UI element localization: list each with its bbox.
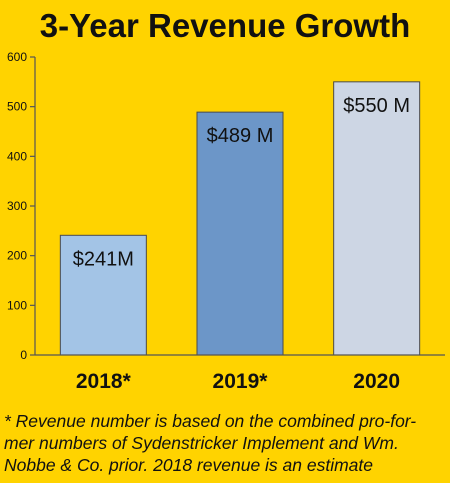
y-tick-label: 0 [20,348,27,362]
data-label: $241M [73,248,134,270]
bar-2018 [59,234,147,356]
y-tick-label: 100 [7,298,27,312]
y-tick-label: 500 [7,100,27,114]
data-label: $489 M [207,125,274,147]
y-tick-label: 200 [7,249,27,263]
x-tick-label: 2020 [353,370,400,393]
footnote: * Revenue number is based on the combine… [4,411,417,475]
data-label: $550 M [343,95,410,117]
bars [59,81,421,356]
x-tick-label: 2019* [213,370,269,393]
data-labels: $241M $489 M $550 M [73,95,410,270]
chart-title: 3-Year Revenue Growth [39,7,411,44]
y-tick-label: 400 [7,149,27,163]
x-tick-label: 2018* [76,370,132,393]
x-axis: 2018* 2019* 2020 [35,354,445,393]
bar-chart: 0 100 200 300 400 500 600 $241M $489 M $550 M 20… [7,50,445,393]
bar-2020 [333,81,421,356]
bar-2019 [196,111,284,356]
y-tick-label: 300 [7,199,27,213]
y-tick-label: 600 [7,50,27,64]
y-axis: 0 100 200 300 400 500 600 [7,50,36,362]
